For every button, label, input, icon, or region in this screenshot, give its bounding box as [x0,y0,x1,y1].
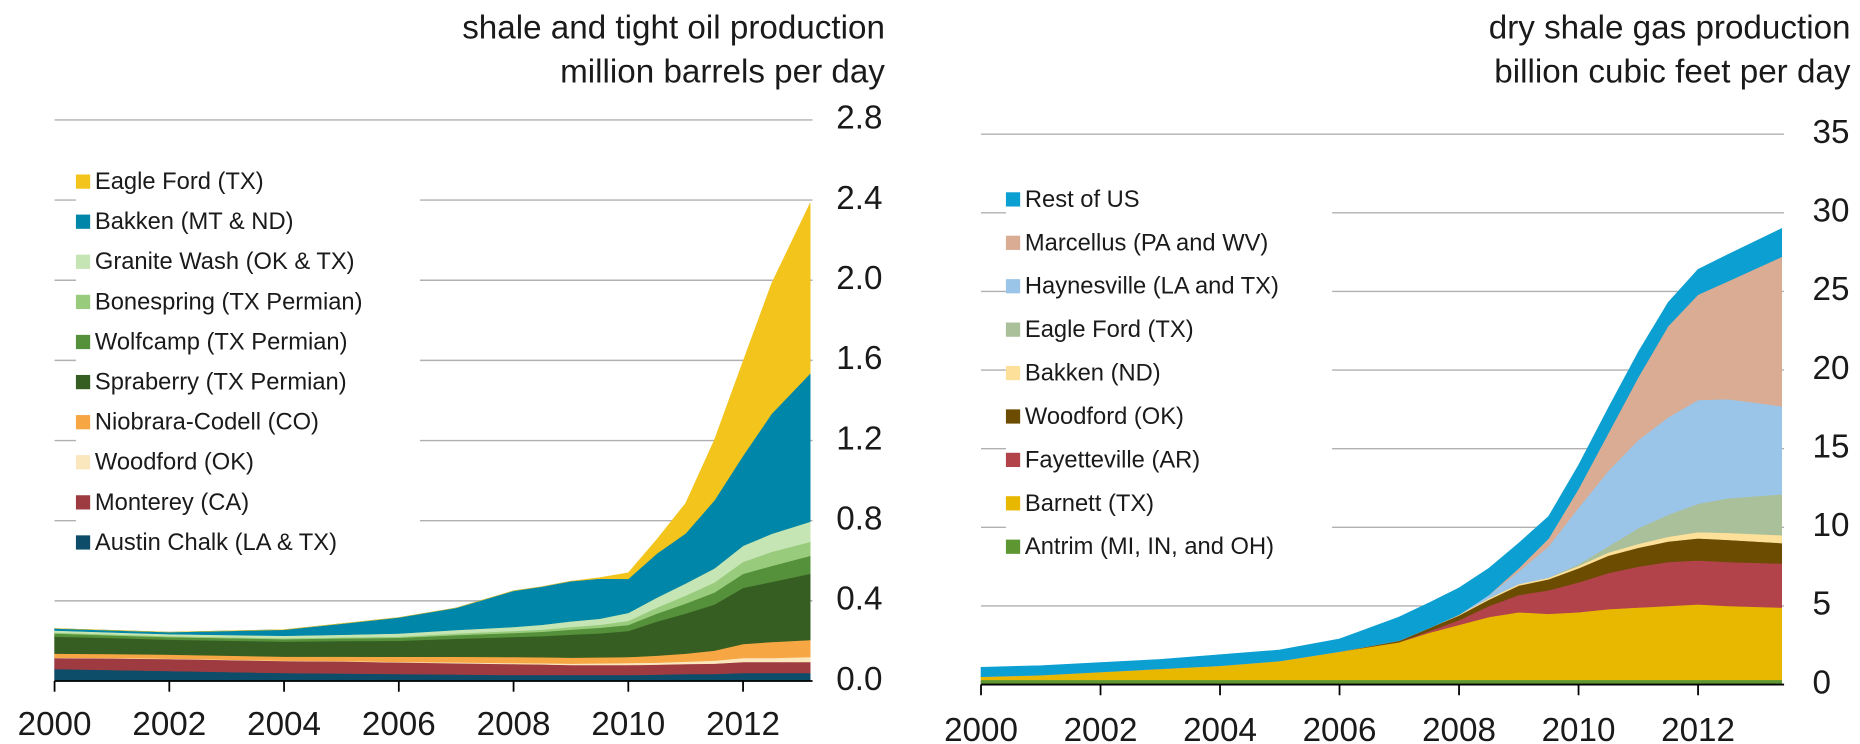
legend-label: Woodford (OK) [95,450,254,476]
legend-label: Haynesville (LA and TX) [1025,274,1279,300]
legend-swatch [1005,192,1021,207]
y-tick-label: 20 [1813,350,1850,387]
x-tick-label: 2004 [247,706,321,743]
legend-swatch [75,294,91,310]
chart-subtitle: million barrels per day [560,53,885,90]
legend-label: Antrim (MI, IN, and OH) [1025,534,1274,560]
x-tick-label: 2000 [944,712,1018,744]
chart-title: dry shale gas production [1489,10,1851,47]
legend-background [1005,172,1333,576]
x-tick-label: 2006 [1303,712,1377,744]
x-tick-label: 2008 [1422,712,1496,744]
y-tick-label: 0.8 [836,500,882,537]
x-tick-label: 2008 [477,706,551,743]
y-tick-label: 25 [1813,271,1850,308]
legend-background [75,154,420,564]
x-tick-label: 2000 [18,706,92,743]
y-tick-label: 10 [1813,507,1850,544]
legend-label: Eagle Ford (TX) [95,169,264,195]
x-tick-label: 2004 [1183,712,1257,744]
legend-label: Bakken (ND) [1025,361,1161,387]
y-tick-label: 1.6 [836,340,882,377]
area [54,202,811,633]
y-tick-label: 35 [1813,114,1850,151]
legend-swatch [75,415,91,430]
legend-label: Bonespring (TX Permian) [95,289,363,315]
x-tick-label: 2010 [1542,712,1616,744]
legend-swatch [75,334,91,350]
x-tick-label: 2006 [362,706,436,743]
y-tick-label: 15 [1813,428,1850,465]
legend-label: Granite Wash (OK & TX) [95,249,355,275]
legend-label: Barnett (TX) [1025,491,1154,517]
legend-label: Monterey (CA) [95,490,249,516]
y-tick-label: 2.0 [836,260,882,297]
legend-label: Wolfcamp (TX Permian) [95,329,348,355]
chart-subtitle: billion cubic feet per day [1494,53,1851,90]
legend-label: Bakken (MT & ND) [95,209,294,235]
legend-swatch [75,535,91,550]
legend-label: Eagle Ford (TX) [1025,317,1194,343]
legend-label: Woodford (OK) [1025,404,1184,430]
legend-label: Fayetteville (AR) [1025,447,1200,473]
legend-swatch [75,214,91,229]
x-tick-label: 2010 [591,706,665,743]
chart-title: shale and tight oil production [462,10,885,47]
legend-swatch [1005,365,1021,381]
y-tick-label: 2.4 [836,180,882,217]
legend-swatch [75,495,91,510]
legend-swatch [1005,452,1021,468]
x-tick-label: 2012 [1661,712,1735,744]
area [980,228,1783,678]
x-tick-label: 2012 [706,706,780,743]
legend-label: Spraberry (TX Permian) [95,370,347,396]
legend-swatch [1005,539,1021,554]
y-tick-label: 30 [1813,193,1850,230]
legend-swatch [1005,235,1021,250]
legend-swatch [75,374,91,390]
legend-swatch [1005,409,1021,424]
legend-label: Austin Chalk (LA & TX) [95,530,337,556]
legend-swatch [1005,496,1021,511]
y-tick-label: 0.4 [836,581,882,618]
legend-label: Rest of US [1025,187,1140,213]
y-tick-label: 1.2 [836,420,882,457]
legend-label: Marcellus (PA and WV) [1025,230,1268,256]
x-tick-label: 2002 [132,706,206,743]
y-tick-label: 0 [1813,664,1831,701]
legend-swatch [1005,322,1021,337]
legend-swatch [75,254,91,269]
legend-swatch [75,174,91,189]
y-tick-label: 5 [1813,586,1831,623]
y-tick-label: 2.8 [836,100,882,137]
legend-swatch [1005,279,1021,294]
legend-swatch [75,455,91,470]
x-tick-label: 2002 [1064,712,1138,744]
legend-label: Niobrara-Codell (CO) [95,410,319,436]
y-tick-label: 0.0 [836,661,882,698]
